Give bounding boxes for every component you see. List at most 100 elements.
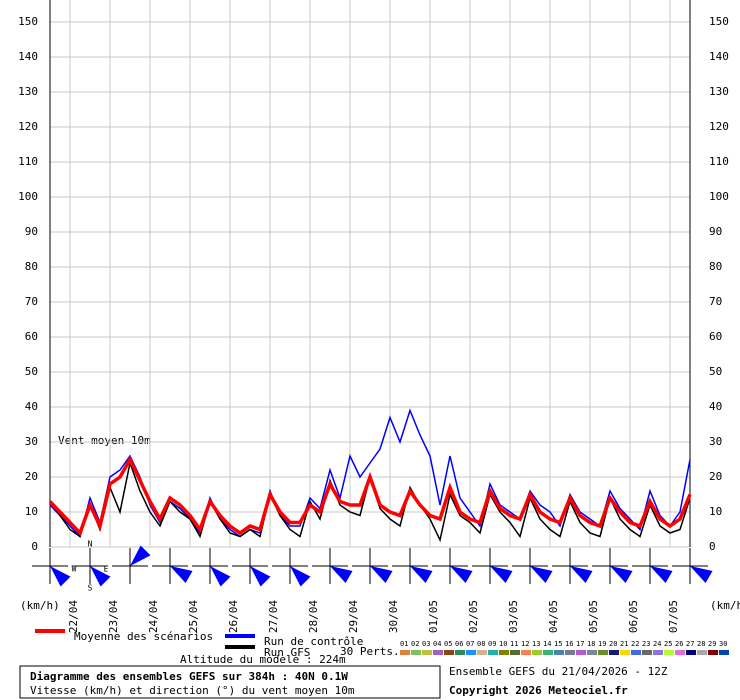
x-tick-label: 07/05	[667, 600, 680, 633]
y-tick-label: 10	[25, 505, 38, 518]
y-tick-label: 150	[709, 15, 729, 28]
pert-label: 08	[477, 640, 485, 648]
pert-label: 24	[653, 640, 661, 648]
wind-wedge	[530, 566, 553, 584]
legend-label: Run GFS	[264, 646, 310, 659]
unit-left: (km/h)	[20, 599, 60, 612]
pert-swatch	[686, 650, 696, 655]
wind-wedge	[410, 566, 433, 584]
wind-wedge	[570, 566, 593, 584]
pert-swatch	[642, 650, 652, 655]
pert-label: 18	[587, 640, 595, 648]
wind-wedge	[330, 566, 353, 584]
wind-wedge	[650, 566, 673, 584]
pert-label: 20	[609, 640, 617, 648]
x-tick-label: 29/04	[347, 600, 360, 633]
pert-label: 14	[543, 640, 551, 648]
x-tick-label: 24/04	[147, 600, 160, 633]
y-tick-label: 20	[709, 470, 722, 483]
pert-label: 23	[642, 640, 650, 648]
pert-label: 04	[433, 640, 441, 648]
wind-wedge	[250, 566, 271, 587]
pert-swatch	[433, 650, 443, 655]
pert-label: 06	[455, 640, 463, 648]
x-tick-label: 23/04	[107, 600, 120, 633]
pert-label: 30	[719, 640, 727, 648]
y-tick-label: 130	[18, 85, 38, 98]
y-tick-label: 40	[709, 400, 722, 413]
y-tick-label: 60	[25, 330, 38, 343]
pert-label: 03	[422, 640, 430, 648]
pert-swatch	[598, 650, 608, 655]
pert-swatch	[631, 650, 641, 655]
wind-wedge	[90, 566, 111, 587]
wind-wedge	[370, 566, 393, 584]
pert-label: 25	[664, 640, 672, 648]
x-tick-label: 03/05	[507, 600, 520, 633]
y-tick-label: 100	[18, 190, 38, 203]
y-tick-label: 110	[18, 155, 38, 168]
x-tick-label: 27/04	[267, 600, 280, 633]
pert-swatch	[400, 650, 410, 655]
y-tick-label: 60	[709, 330, 722, 343]
pert-label: 27	[686, 640, 694, 648]
pert-swatch	[411, 650, 421, 655]
wind-wedge	[690, 566, 713, 584]
x-tick-label: 06/05	[627, 600, 640, 633]
y-tick-label: 140	[18, 50, 38, 63]
pert-label: 15	[554, 640, 562, 648]
pert-swatch	[664, 650, 674, 655]
wind-wedge	[610, 566, 633, 584]
wind-wedge	[130, 545, 151, 566]
pert-swatch	[653, 650, 663, 655]
x-tick-label: 28/04	[307, 600, 320, 633]
y-tick-label: 30	[25, 435, 38, 448]
pert-label: 01	[400, 640, 408, 648]
x-tick-label: 30/04	[387, 600, 400, 633]
pert-swatch	[466, 650, 476, 655]
legend-label: Run de contrôle	[264, 635, 363, 648]
y-tick-label: 20	[25, 470, 38, 483]
y-tick-label: 100	[709, 190, 729, 203]
pert-swatch	[675, 650, 685, 655]
pert-label: 05	[444, 640, 452, 648]
pert-swatch	[477, 650, 487, 655]
wind-wedge	[450, 566, 473, 584]
y-tick-label: 30	[709, 435, 722, 448]
y-tick-label: 40	[25, 400, 38, 413]
pert-label: 02	[411, 640, 419, 648]
y-tick-label: 90	[709, 225, 722, 238]
pert-label: 26	[675, 640, 683, 648]
wind-wedge	[170, 566, 193, 584]
x-tick-label: 22/04	[67, 600, 80, 633]
pert-label: 16	[565, 640, 573, 648]
pert-swatch	[609, 650, 619, 655]
x-tick-label: 26/04	[227, 600, 240, 633]
y-tick-label: 50	[709, 365, 722, 378]
pert-swatch	[708, 650, 718, 655]
pert-swatch	[510, 650, 520, 655]
pert-swatch	[543, 650, 553, 655]
y-tick-label: 80	[25, 260, 38, 273]
x-tick-label: 04/05	[547, 600, 560, 633]
wind-wedge	[290, 566, 311, 587]
legend-label: Moyenne des scénarios	[74, 630, 213, 643]
pert-label: 07	[466, 640, 474, 648]
y-tick-label: 10	[709, 505, 722, 518]
run-info: Ensemble GEFS du 21/04/2026 - 12Z	[449, 665, 668, 678]
y-tick-label: 70	[709, 295, 722, 308]
compass-letter: W	[72, 565, 77, 574]
y-tick-label: 0	[31, 540, 38, 553]
pert-label: 12	[521, 640, 529, 648]
pert-swatch	[521, 650, 531, 655]
pert-swatch	[499, 650, 509, 655]
pert-swatch	[587, 650, 597, 655]
unit-right: (km/h)	[710, 599, 740, 612]
pert-swatch	[455, 650, 465, 655]
pert-swatch	[719, 650, 729, 655]
y-tick-label: 150	[18, 15, 38, 28]
y-tick-label: 50	[25, 365, 38, 378]
x-tick-label: 02/05	[467, 600, 480, 633]
